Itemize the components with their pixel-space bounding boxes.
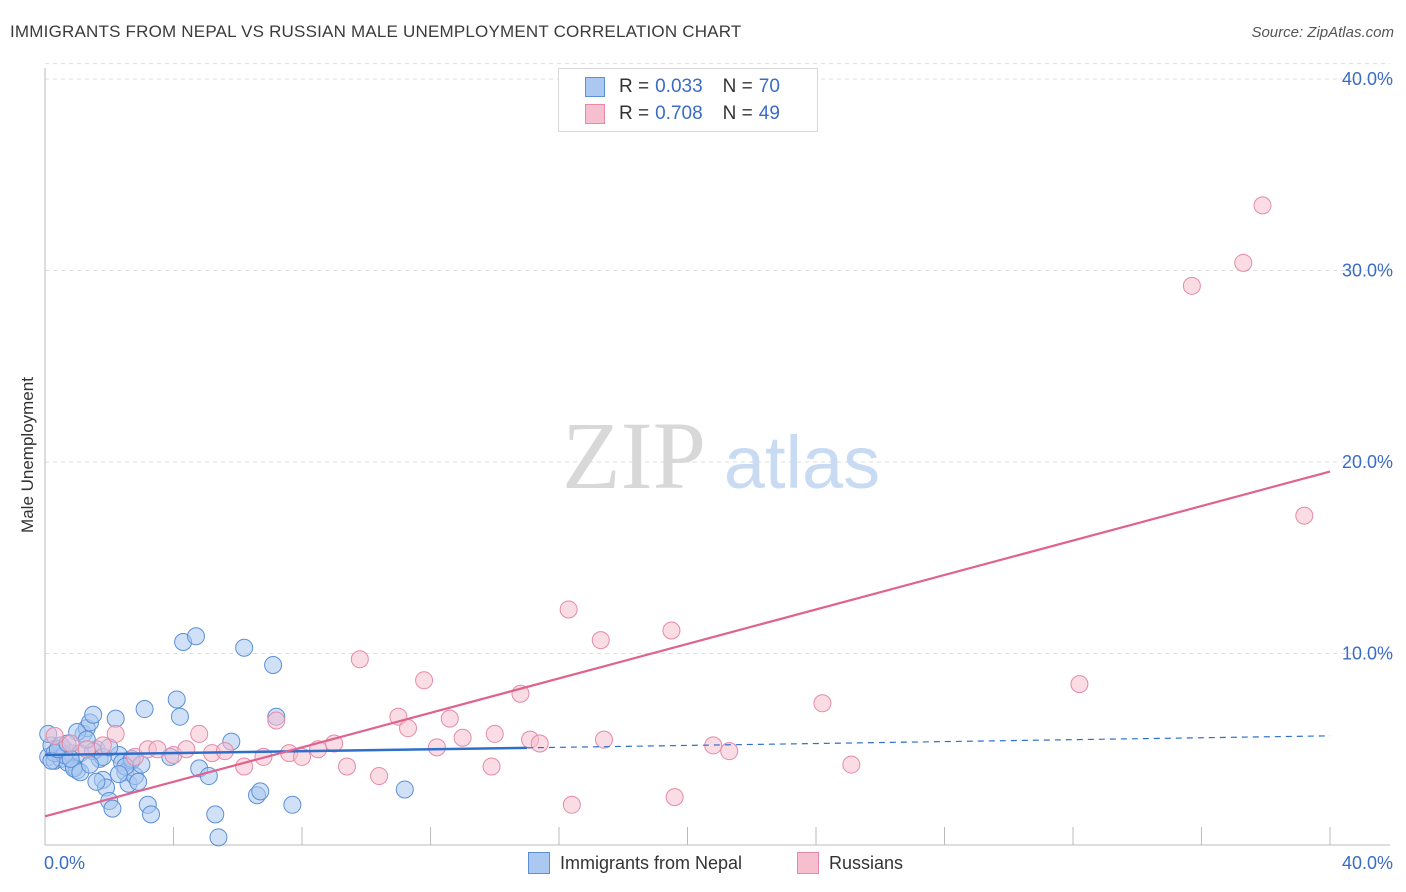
legend-n-value-russians: 49 xyxy=(758,103,780,124)
nepal-point-33 xyxy=(170,707,189,726)
russians-point-39 xyxy=(665,788,684,807)
russians-point-38 xyxy=(662,621,681,640)
nepal-point-69 xyxy=(129,772,148,791)
nepal-trend-extension xyxy=(526,735,1331,749)
nepal-point-46 xyxy=(283,795,302,814)
axes xyxy=(44,68,1390,846)
russians-point-47 xyxy=(1253,196,1272,215)
russians-point-21 xyxy=(350,650,369,669)
nepal-point-65 xyxy=(109,765,128,784)
watermark: ZIP atlas xyxy=(562,402,880,509)
series-label-russians: Russians xyxy=(829,852,904,873)
trend-lines xyxy=(44,470,1331,818)
russians-point-30 xyxy=(485,724,504,743)
russians-point-35 xyxy=(562,795,581,814)
series-swatch-russians xyxy=(797,852,819,874)
watermark-zip: ZIP xyxy=(562,402,706,509)
nepal-point-63 xyxy=(61,749,80,768)
chart-title: IMMIGRANTS FROM NEPAL VS RUSSIAN MALE UN… xyxy=(10,22,742,41)
russians-point-42 xyxy=(813,694,832,713)
russians-point-0 xyxy=(45,726,64,745)
nepal-point-38 xyxy=(206,805,225,824)
nepal-point-21 xyxy=(106,709,125,728)
x-tick-label-min: 0.0% xyxy=(44,853,85,873)
nepal-point-30 xyxy=(142,805,161,824)
nepal-point-41 xyxy=(235,638,254,657)
nepal-point-35 xyxy=(186,627,205,646)
russians-point-20 xyxy=(337,757,356,776)
russians-point-33 xyxy=(530,734,549,753)
nepal-point-67 xyxy=(80,755,99,774)
legend-r-value-russians: 0.708 xyxy=(655,103,703,124)
russians-point-22 xyxy=(370,767,389,786)
legend-r-value-nepal: 0.033 xyxy=(655,76,703,97)
russians-point-34 xyxy=(559,600,578,619)
legend-swatch-nepal xyxy=(585,77,605,97)
nepal-point-59 xyxy=(87,772,106,791)
series-swatch-nepal xyxy=(528,852,550,874)
russians-point-41 xyxy=(720,742,739,761)
stats-legend: R = 0.033 N = 70 R = 0.708 N = 49 xyxy=(558,68,818,132)
russians-point-24 xyxy=(399,719,418,738)
russians-point-48 xyxy=(1295,506,1314,525)
y-tick-label-0: 10.0% xyxy=(1342,644,1393,664)
legend-n-label: N = xyxy=(722,76,753,97)
russians-point-37 xyxy=(594,730,613,749)
source-credit: Source: ZipAtlas.com xyxy=(1251,24,1394,41)
russians-point-44 xyxy=(1070,675,1089,694)
russians-point-36 xyxy=(591,631,610,650)
russians-point-4 xyxy=(106,724,125,743)
y-tick-label-3: 40.0% xyxy=(1342,69,1393,89)
russians-point-27 xyxy=(440,709,459,728)
data-points xyxy=(39,196,1314,847)
russians-point-10 xyxy=(190,724,209,743)
nepal-point-32 xyxy=(167,690,186,709)
series-legend-nepal: Immigrants from Nepal xyxy=(528,852,742,874)
nepal-point-20 xyxy=(103,799,122,818)
russians-point-43 xyxy=(842,755,861,774)
series-legend-russians: Russians xyxy=(797,852,903,874)
russians-point-29 xyxy=(482,757,501,776)
legend-row-nepal: R = 0.033 N = 70 xyxy=(585,75,780,99)
russians-point-45 xyxy=(1182,276,1201,295)
x-tick-label-max: 40.0% xyxy=(1342,853,1393,873)
russians-trend-line xyxy=(44,470,1331,818)
nepal-point-14 xyxy=(84,705,103,724)
watermark-atlas: atlas xyxy=(724,421,880,504)
nepal-point-44 xyxy=(264,655,283,674)
russians-point-9 xyxy=(177,740,196,759)
series-label-nepal: Immigrants from Nepal xyxy=(560,852,743,873)
legend-swatch-russians xyxy=(585,104,605,124)
russians-point-28 xyxy=(453,728,472,747)
legend-r-label: R = xyxy=(619,103,650,124)
legend-row-russians: R = 0.708 N = 49 xyxy=(585,102,780,126)
y-tick-label-2: 30.0% xyxy=(1342,261,1393,281)
nepal-point-43 xyxy=(251,782,270,801)
russians-point-25 xyxy=(415,671,434,690)
nepal-point-28 xyxy=(135,700,154,719)
legend-r-label: R = xyxy=(619,76,650,97)
russians-point-26 xyxy=(427,738,446,757)
nepal-point-47 xyxy=(395,780,414,799)
gridlines xyxy=(45,63,1390,654)
russians-point-46 xyxy=(1234,253,1253,272)
legend-n-value-nepal: 70 xyxy=(758,76,780,97)
y-tick-label-1: 20.0% xyxy=(1342,452,1393,472)
russians-point-1 xyxy=(61,734,80,753)
legend-n-label: N = xyxy=(722,103,753,124)
tick-labels: 10.0% 20.0% 30.0% 40.0% 0.0% 40.0% xyxy=(44,69,1393,873)
russians-point-7 xyxy=(148,740,167,759)
nepal-point-39 xyxy=(209,828,228,847)
russians-point-15 xyxy=(267,711,286,730)
